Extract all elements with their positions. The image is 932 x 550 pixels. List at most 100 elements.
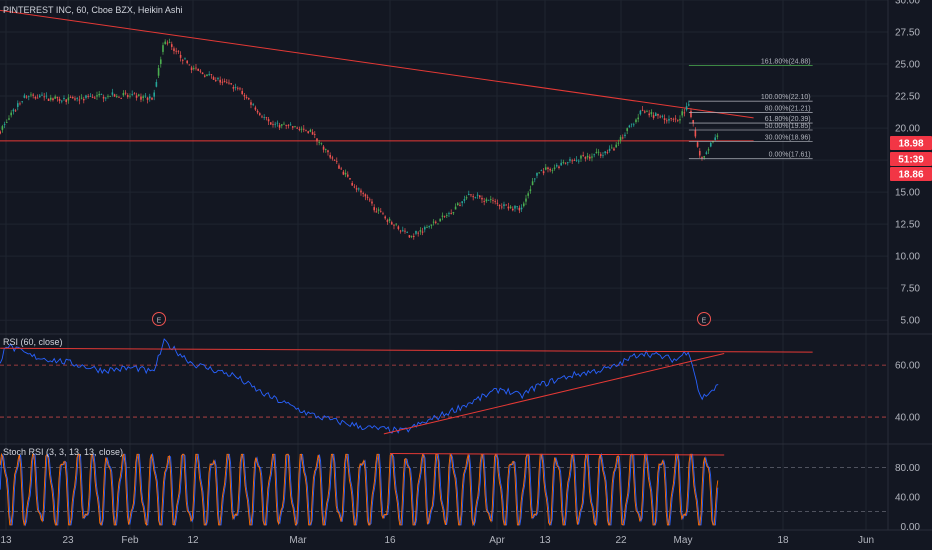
stoch-rsi-pane [0,452,888,527]
candle-body [694,130,697,137]
stoch-tick-label: 40.00 [895,492,920,503]
candle-body [716,135,719,137]
candle-body [331,157,334,159]
candle-body [375,211,378,213]
candle-body [140,96,142,100]
candle-body [597,151,600,153]
candle-body [516,206,518,208]
candle-body [164,41,166,44]
candle-body [335,161,338,163]
rsi-trendline [383,352,725,435]
candle-body [274,123,276,125]
fib-level-label: 30.00%(18.96) [765,134,811,141]
candle-body [47,98,50,102]
candle-body [637,117,639,120]
candle-body [313,134,316,135]
candle-body [322,146,325,150]
candle-body [133,93,136,95]
candle-body [384,216,386,219]
candle-body [685,106,688,110]
time-axis[interactable]: 13 23 Feb 12 Mar 16 Apr 13 22 May 18 Jun [0,535,874,546]
candle-body [223,81,226,82]
candle-body [481,197,483,200]
candle-body [604,151,606,154]
candle-body [610,147,613,149]
candle-body [487,199,490,201]
price-tick-label: 22.50 [895,92,920,103]
candle-body [305,129,307,131]
candle-body [419,230,422,232]
earnings-marker-label: E [157,318,162,325]
candle-body [327,150,329,153]
candle-body [555,165,558,167]
candle-body [76,98,78,100]
candle-body [412,235,415,237]
candle-body [287,125,290,126]
candle-body [236,87,239,89]
candle-body [483,201,485,202]
candle-body [225,82,228,84]
candle-body [608,148,611,151]
candle-body [232,87,235,89]
candle-body [624,134,626,137]
candle-body [615,144,617,148]
candle-body [247,98,250,100]
candle-body [267,119,270,122]
candle-body [126,95,129,97]
candle-body [65,99,67,102]
candle-body [390,222,393,225]
candle-body [709,142,712,147]
candle-body [663,118,666,120]
candle-body [71,97,74,99]
candle-body [657,113,659,116]
candle-body [496,202,499,204]
candle-body [573,160,576,162]
candle-body [243,95,246,97]
candle-body [34,96,37,99]
candle-body [692,120,694,124]
candle-body [371,201,373,204]
candle-body [571,160,573,162]
price-tick-label: 27.50 [895,28,920,39]
candle-body [652,115,655,118]
candle-body [712,141,714,143]
time-tick-label: May [674,535,693,546]
price-badge-label: 18.98 [898,139,923,150]
candle-body [500,206,503,208]
candle-body [659,116,661,118]
candle-body [654,113,657,117]
candle-body [67,97,70,101]
candle-body [87,96,89,97]
price-badge-label: 51:39 [898,155,924,166]
candle-body [23,95,26,98]
candle-body [558,166,560,169]
candle-body [489,199,492,200]
price-tick-label: 15.00 [895,188,920,199]
candle-body [351,183,353,186]
time-tick-label: 18 [777,535,789,546]
candle-body [681,111,683,116]
candle-body [580,155,582,159]
candle-body [533,178,536,180]
earnings-marker [152,312,166,326]
candle-body [294,126,296,127]
candle-body [492,200,494,201]
candle-body [703,156,705,158]
candle-body [228,82,230,84]
candle-body [430,224,433,226]
candle-body [41,94,43,96]
candle-body [197,68,199,71]
fib-retracement[interactable]: 161.80%(24.88) 100.00%(22.10) 80.00%(21.21… [688,59,813,160]
stoch-tick-label: 0.00 [901,522,921,533]
candle-body [560,162,562,166]
candle-body [135,95,138,98]
candle-body [16,103,19,107]
candle-body [5,122,8,123]
candle-body [566,162,569,164]
candle-body [445,215,448,216]
candle-body [540,170,543,172]
candle-body [441,215,444,217]
candle-body [582,155,584,156]
candle-body [298,129,301,130]
